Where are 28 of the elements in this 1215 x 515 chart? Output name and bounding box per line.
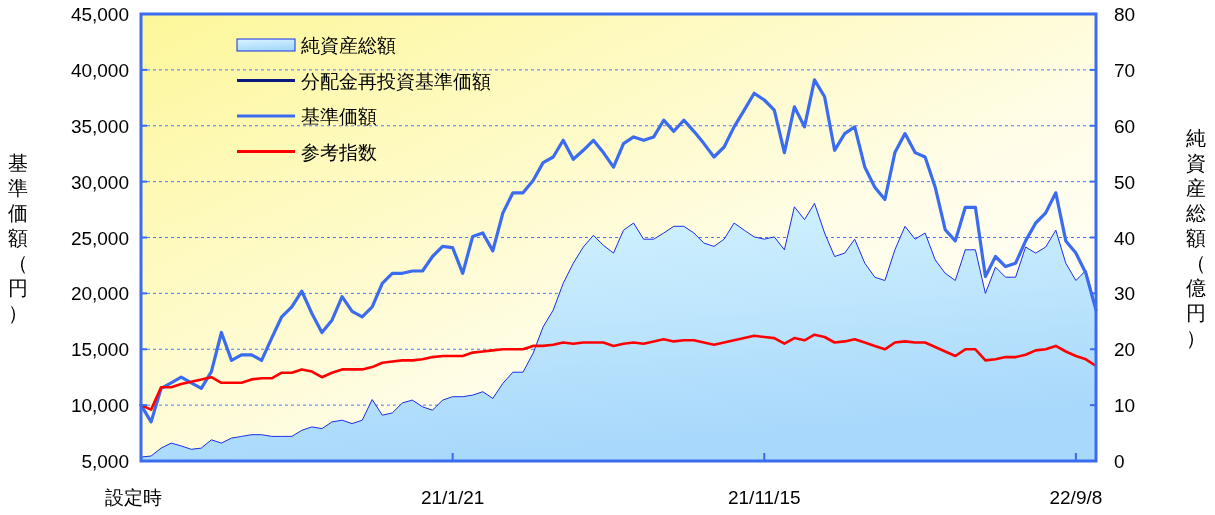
y-tick-label: 40,000 bbox=[70, 59, 129, 81]
y-tick-label: 45,000 bbox=[70, 4, 129, 25]
x-tick-label: 設定時 bbox=[105, 487, 162, 508]
y-tick-label: 35,000 bbox=[70, 115, 129, 137]
y2-tick-label: 0 bbox=[1114, 451, 1125, 472]
legend-label: 純資産総額 bbox=[301, 35, 396, 56]
y-tick-label: 5,000 bbox=[81, 451, 129, 472]
text: 純資産総額（億円） bbox=[1186, 127, 1206, 349]
y2-tick-label: 70 bbox=[1114, 59, 1136, 81]
x-tick-label: 21/11/15 bbox=[727, 487, 801, 508]
y2-tick-label: 30 bbox=[1114, 283, 1136, 305]
y-axis-title: 基準価額（円） bbox=[8, 152, 28, 324]
x-tick-label: 22/9/8 bbox=[1049, 487, 1103, 508]
y2-tick-label: 20 bbox=[1114, 339, 1136, 361]
x-tick-label: 21/1/21 bbox=[420, 487, 485, 508]
y2-tick-label: 80 bbox=[1114, 4, 1136, 25]
y-tick-label: 30,000 bbox=[70, 171, 129, 193]
legend-label: 分配金再投資基準価額 bbox=[301, 70, 491, 92]
y-tick-label: 25,000 bbox=[70, 227, 129, 249]
y-tick-label: 15,000 bbox=[70, 339, 129, 361]
legend-label: 基準価額 bbox=[301, 106, 377, 127]
y-tick-label: 10,000 bbox=[70, 395, 129, 417]
y2-tick-label: 60 bbox=[1114, 115, 1136, 137]
y2-tick-label: 40 bbox=[1114, 227, 1136, 249]
y2-tick-label: 10 bbox=[1114, 395, 1136, 417]
y-tick-label: 20,000 bbox=[70, 283, 129, 305]
y2-tick-label: 50 bbox=[1114, 171, 1136, 193]
legend-label: 参考指数 bbox=[301, 141, 377, 163]
